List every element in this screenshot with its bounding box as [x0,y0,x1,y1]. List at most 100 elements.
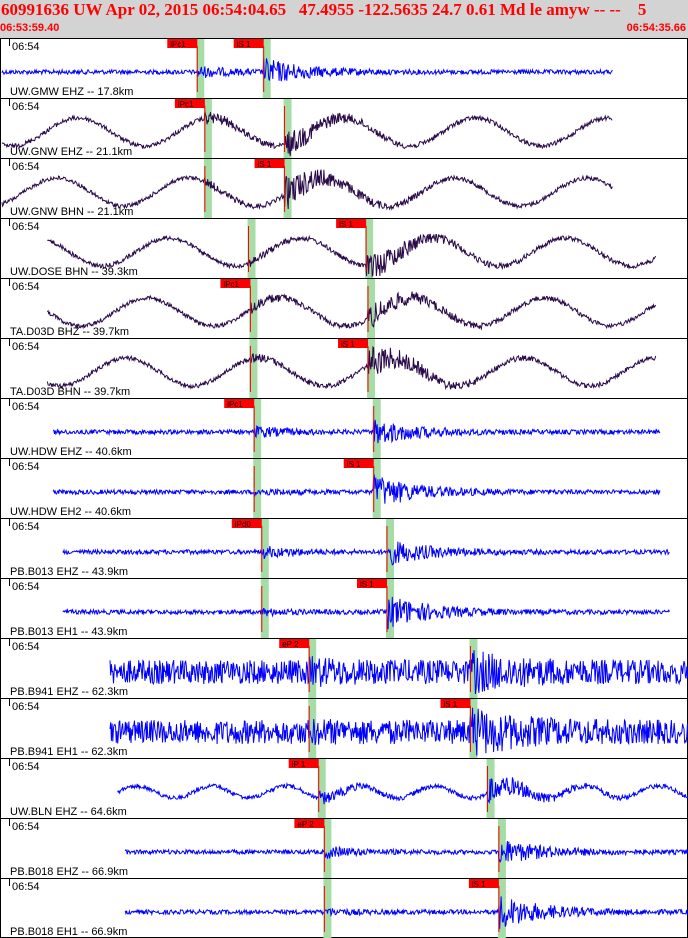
station-label: PB.B013 EHZ -- 43.9km [10,566,128,578]
minute-tick-label: 06:54 [12,821,40,833]
waveform [1,58,613,82]
pick-flag [288,759,319,768]
station-label: UW.DOSE BHN -- 39.3km [10,266,138,278]
pick-flag [343,459,374,468]
waveform [1,169,613,211]
waveform [52,474,661,504]
pick-label: iS 1 [472,880,486,889]
minute-tick-label: 06:54 [12,881,40,893]
pick-band [323,879,332,938]
minute-tick-label: 06:54 [12,461,40,473]
station-label: PB.B018 EH1 -- 66.9km [10,926,127,938]
pick-label: iPd0 [235,520,252,529]
waveform [62,541,670,566]
pick-label: iS 1 [443,700,457,709]
pick-label: iPc1 [227,400,243,409]
trace-row: 06:54 iPc1 UW.HDW EHZ -- 40.6km [0,398,688,458]
pick-band [247,219,256,278]
pick-label: iPc1 [178,100,194,109]
station-label: UW.GMW EHZ -- 17.8km [10,86,133,98]
trace-row: 06:54 iS 1 UW.HDW EH2 -- 40.6km [0,458,688,518]
trace-row: 06:54 eP 2 PB.B941 EHZ -- 62.3km [0,638,688,698]
waveform [124,896,688,929]
pick-label: eP 2 [297,820,314,829]
waveform [46,345,657,391]
trace-row: 06:54 iS 1 TA.D03D BHN -- 39.7km [0,338,688,398]
pick-band [249,339,258,398]
trace-row: 06:54 iS 1 UW.DOSE BHN -- 39.3km [0,218,688,278]
trace-row: 06:54 iP 1 UW.BLN EHZ -- 64.6km [0,758,688,818]
trace-row: 06:54 iPc1 TA.D03D BHZ -- 39.7km [0,278,688,338]
pick-label: iS 1 [341,340,355,349]
plot-header: 60991636 UW Apr 02, 2015 06:54:04.65 47.… [0,0,688,38]
pick-flag [294,819,325,828]
pick-flag [233,39,264,48]
trace-row: 06:54 iS 1 PB.B941 EH1 -- 62.3km [0,698,688,758]
end-time-label: 06:54:35.66 [626,22,686,34]
station-label: UW.HDW EH2 -- 40.6km [10,506,131,518]
trace-row: 06:54 eP 2 PB.B018 EHZ -- 66.9km [0,818,688,878]
pick-band [260,519,269,578]
waveform [117,777,688,805]
pick-band [262,39,271,98]
pick-band [469,639,478,698]
pick-label: iP 1 [292,760,306,769]
minute-tick-label: 06:54 [12,281,40,293]
pick-band [317,759,326,818]
pick-band [283,99,292,158]
start-time-label: 06:53:59.40 [0,22,60,34]
station-label: TA.D03D BHN -- 39.7km [10,386,130,398]
minute-tick-label: 06:54 [12,641,40,653]
waveform [109,650,688,695]
minute-tick-label: 06:54 [12,341,40,353]
pick-flag [231,519,262,528]
pick-label: iS 1 [360,580,374,589]
pick-flag [224,399,255,408]
waveform [109,707,688,756]
pick-band [323,819,332,878]
pick-flag [440,699,471,708]
minute-tick-label: 06:54 [12,581,40,593]
pick-flag [174,99,205,108]
pick-label: eP 2 [282,640,299,649]
plot-frame [0,38,688,938]
minute-tick-label: 06:54 [12,41,40,53]
pick-label: iS 1 [347,460,361,469]
pick-label: iPc1 [170,40,186,49]
pick-flag [220,279,251,288]
minute-tick-label: 06:54 [12,221,40,233]
pick-band [365,219,374,278]
trace-row: 06:54 iS 1 PB.B018 EH1 -- 66.9km [0,878,688,938]
trace-row: 06:54 iPd0 PB.B013 EHZ -- 43.9km [0,518,688,578]
pick-flag [356,579,387,588]
station-label: UW.HDW EHZ -- 40.6km [10,446,132,458]
pick-band [203,99,212,158]
waveform [46,291,657,331]
waveform [124,840,688,863]
station-label: UW.GNW BHN -- 21.1km [10,206,133,218]
station-label: PB.B941 EHZ -- 62.3km [10,686,128,698]
pick-label: iS 1 [258,160,272,169]
minute-tick-label: 06:54 [12,101,40,113]
waveform [62,596,670,630]
pick-label: iS 1 [339,220,353,229]
pick-band [308,699,317,758]
waveform [1,111,613,156]
pick-flag [336,219,367,228]
pick-band [260,579,269,638]
pick-flag [279,639,310,648]
pick-band [385,519,394,578]
trace-row: 06:54 iS 1 PB.B013 EH1 -- 43.9km [0,578,688,638]
station-label: PB.B941 EH1 -- 62.3km [10,746,127,758]
event-title: 60991636 UW Apr 02, 2015 06:54:04.65 47.… [1,0,647,19]
station-label: UW.BLN EHZ -- 64.6km [10,806,127,818]
pick-band [203,159,212,218]
pick-flag [167,39,198,48]
trace-row: 06:54 iPc1 iS 1 UW.GMW EHZ -- 17.8km [1,38,613,98]
pick-flag [254,159,285,168]
minute-tick-label: 06:54 [12,521,40,533]
waveform [53,419,661,444]
minute-tick-label: 06:54 [12,401,40,413]
minute-tick-label: 06:54 [12,761,40,773]
pick-flag [468,879,499,888]
